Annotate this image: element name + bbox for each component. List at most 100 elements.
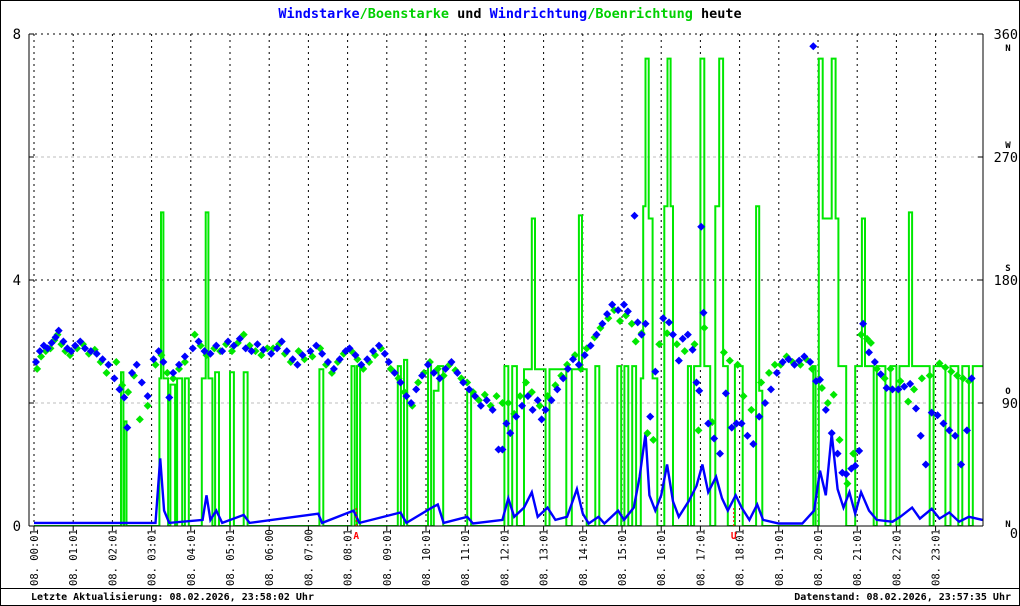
direction-point: [67, 347, 76, 356]
direction-point: [637, 330, 646, 339]
x-tick-label: 08. 14:01: [578, 529, 590, 586]
chart-footer: Letzte Aktualisierung: 08.02.2026, 23:58…: [1, 588, 1019, 605]
direction-point: [603, 310, 612, 319]
direction-point: [277, 337, 286, 346]
direction-point: [651, 367, 660, 376]
direction-point: [563, 364, 572, 373]
direction-point: [471, 392, 479, 401]
x-tick-label: 08. 15:01: [617, 529, 629, 586]
x-tick-label: 08. 03:01: [147, 529, 159, 586]
y-right-tick-label: 270: [994, 150, 1018, 166]
direction-point: [241, 344, 250, 353]
direction-point: [743, 431, 752, 440]
direction-point: [306, 347, 315, 356]
direction-point: [619, 300, 628, 309]
direction-point: [92, 349, 101, 358]
direction-point: [123, 423, 132, 432]
direction-point: [135, 415, 144, 424]
direction-point: [512, 412, 521, 421]
direction-point: [674, 356, 683, 365]
x-tick-label: 08. 08:01: [343, 529, 355, 586]
direction-point: [821, 405, 830, 414]
direction-point: [778, 358, 787, 366]
sun-marker-label: A: [353, 531, 359, 542]
title-boenrichtung: /Boenrichtung: [587, 6, 693, 22]
x-tick-label: 08. 16:01: [656, 529, 668, 586]
direction-point: [823, 399, 832, 407]
direction-point: [407, 399, 416, 407]
direction-point: [518, 401, 527, 410]
direction-point: [692, 378, 701, 387]
direction-point: [921, 460, 930, 469]
direction-point: [523, 392, 532, 401]
x-tick-label: 08. 23:01: [931, 529, 943, 586]
direction-point: [941, 363, 950, 372]
direction-point: [335, 355, 344, 364]
compass-letter: N: [1005, 44, 1010, 54]
direction-point: [80, 344, 89, 353]
direction-point: [894, 385, 903, 394]
direction-point: [947, 367, 956, 376]
y-right-tick-label: 180: [994, 273, 1018, 289]
direction-point: [695, 386, 704, 395]
direction-point: [465, 385, 474, 394]
direction-point: [835, 435, 844, 444]
direction-point: [235, 334, 244, 343]
direction-point: [688, 345, 697, 354]
direction-point: [369, 347, 378, 356]
direction-point: [739, 392, 748, 401]
compass-letter: W: [1005, 141, 1011, 151]
direction-point: [488, 405, 497, 414]
direction-point: [239, 330, 248, 339]
direction-point: [294, 347, 303, 356]
direction-point: [953, 371, 962, 380]
direction-point: [110, 374, 119, 383]
direction-point: [492, 392, 501, 401]
direction-point: [592, 330, 601, 339]
direction-point: [71, 341, 80, 350]
direction-point: [516, 392, 525, 401]
direction-point: [843, 479, 852, 488]
direction-point: [882, 383, 891, 392]
title-windstarke: Windstarke: [278, 6, 360, 22]
direction-point: [790, 360, 799, 369]
direction-point: [737, 419, 746, 428]
direction-point: [504, 399, 513, 407]
x-tick-label: 08. 20:01: [813, 529, 825, 586]
direction-point: [318, 349, 327, 358]
x-tick-label: 08. 07:00: [303, 529, 315, 586]
y-gridlines: [29, 33, 983, 404]
direction-point: [809, 42, 818, 51]
sun-marker-label: U: [731, 531, 737, 542]
direction-point: [98, 355, 107, 364]
direction-point: [521, 378, 530, 387]
direction-point: [453, 368, 462, 377]
direction-point: [623, 307, 632, 316]
direction-point: [288, 355, 297, 364]
x-tick-label: 08. 12:01: [499, 529, 511, 586]
direction-point: [86, 347, 95, 356]
direction-point: [864, 348, 873, 357]
y-left-tick-label: 4: [13, 273, 21, 289]
direction-point: [143, 392, 152, 401]
direction-point: [169, 374, 178, 383]
direction-point: [506, 429, 515, 438]
direction-point: [630, 211, 639, 220]
direction-point: [586, 341, 595, 350]
direction-point: [190, 330, 199, 339]
y-left-labels: 8 4 0: [13, 27, 21, 535]
x-tick-label: 08. 19:01: [774, 529, 786, 586]
direction-point: [423, 360, 432, 369]
direction-point: [312, 341, 321, 350]
direction-point: [384, 358, 393, 366]
direction-point: [627, 319, 636, 328]
direction-point: [672, 340, 681, 349]
direction-point: [842, 470, 851, 479]
direction-point: [120, 393, 129, 402]
direction-point: [188, 344, 197, 353]
direction-point: [855, 446, 864, 455]
direction-point: [533, 396, 542, 405]
direction-point: [528, 405, 537, 414]
